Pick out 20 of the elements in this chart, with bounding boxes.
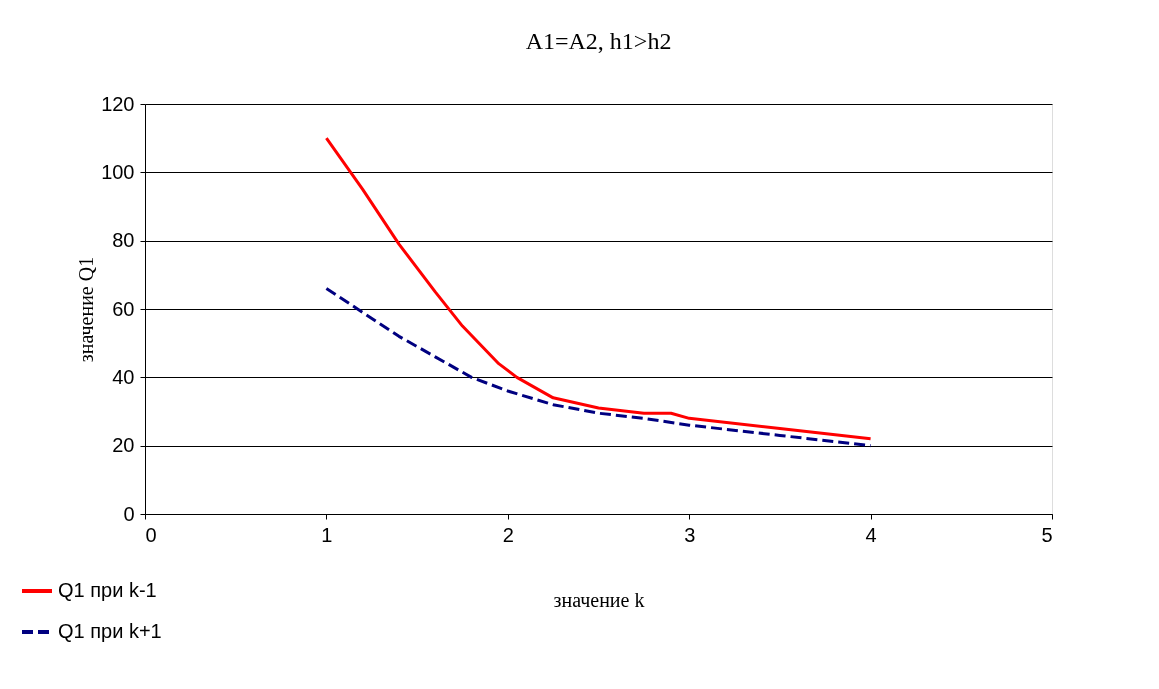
y-tick-label: 100 [101,160,135,183]
line-series [324,287,873,448]
chart-title: A1=A2, h1>h2 [525,28,672,54]
y-tick-label: 0 [123,502,135,525]
x-tick-label: 5 [1041,523,1053,546]
y-tick-label: 40 [112,365,135,388]
y-tick-label: 60 [112,297,135,320]
x-tick-label: 4 [865,523,877,546]
y-axis-title: значение Q1 [75,256,98,363]
line-series [324,136,873,441]
legend-label: Q1 при k+1 [58,620,162,642]
legend-label: Q1 при k-1 [58,579,157,601]
y-tick-label: 80 [112,229,135,252]
x-tick-label: 0 [145,523,157,546]
x-tick-label: 2 [502,523,514,546]
y-tick-label: 120 [101,92,135,115]
x-tick-label: 3 [684,523,696,546]
y-tick-label: 20 [112,434,135,457]
x-tick-label: 1 [321,523,333,546]
x-axis-title: значение k [553,588,645,611]
